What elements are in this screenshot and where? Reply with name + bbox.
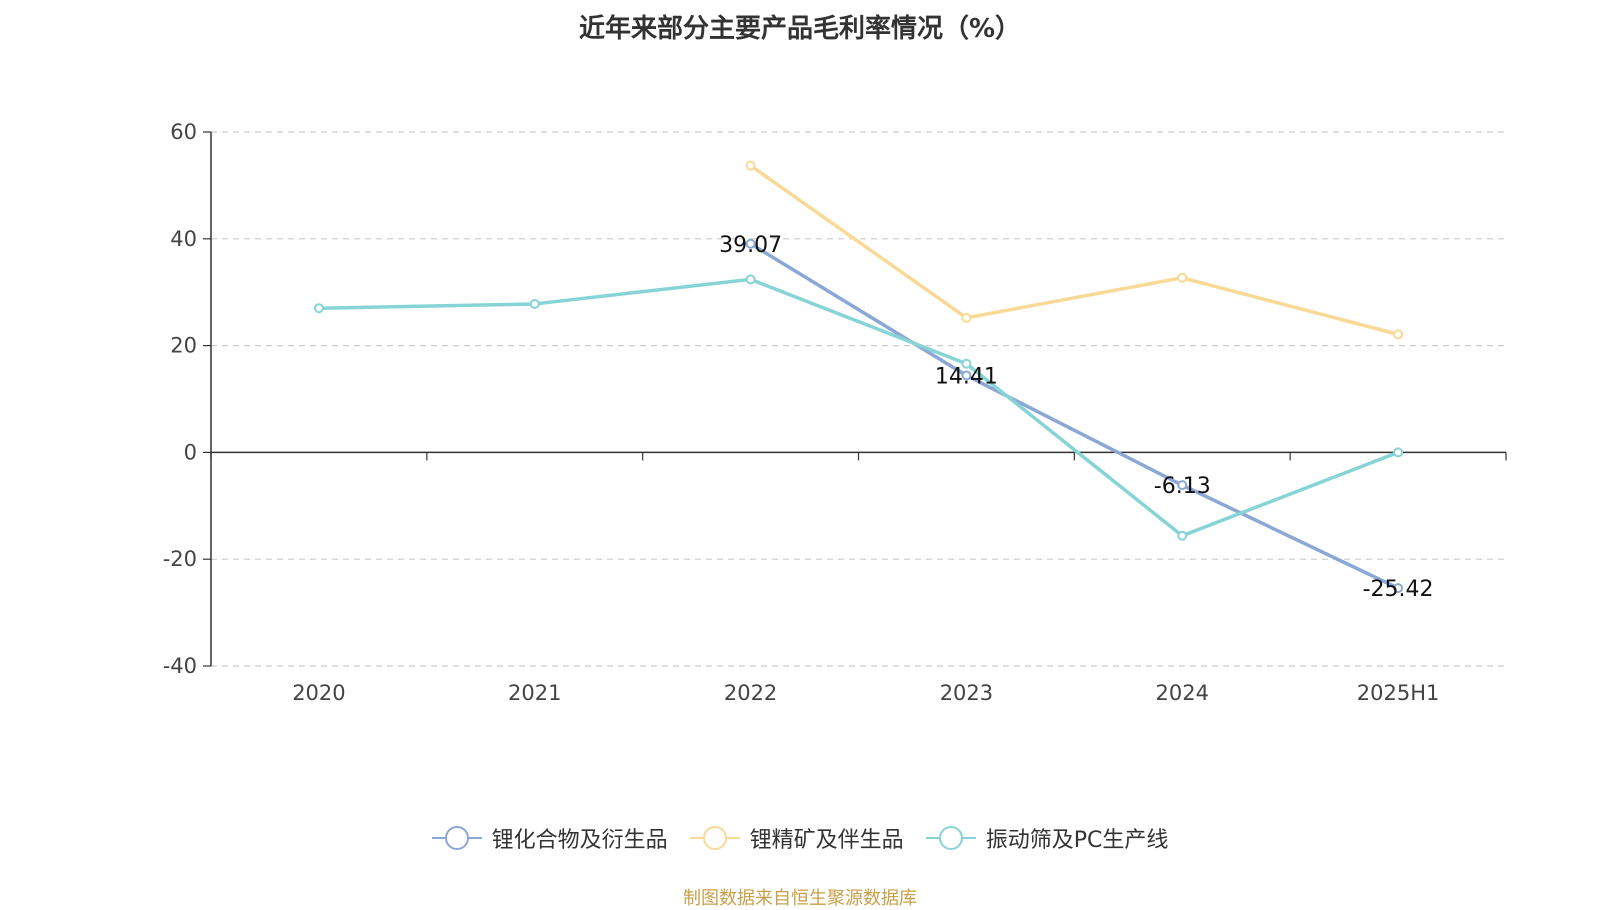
data-point [1177, 480, 1188, 491]
legend-label: 振动筛及PC生产线 [985, 828, 1169, 853]
data-point [961, 370, 972, 381]
y-tick-label: 40 [170, 227, 197, 251]
legend: 锂化合物及衍生品 锂精矿及伴生品 振动筛及PC生产线 [0, 822, 1600, 854]
legend-symbol [689, 825, 740, 851]
x-tick-label: 2025H1 [1357, 681, 1440, 705]
legend-item-vibrating-screen[interactable]: 振动筛及PC生产线 [925, 822, 1169, 854]
data-labels: 39.07 14.41 -6.13 -25.42 [719, 233, 1433, 602]
legend-symbol [925, 825, 976, 851]
source-note: 制图数据来自恒生聚源数据库 [683, 888, 917, 909]
data-label: -25.42 [1363, 577, 1434, 602]
x-tick-label: 2020 [292, 681, 345, 705]
data-label: 14.41 [935, 364, 998, 389]
series-line-0 [749, 242, 1399, 590]
series-line-1 [749, 164, 1399, 337]
legend-circle-icon [444, 826, 469, 850]
legend-circle-icon [702, 826, 727, 850]
data-point [745, 160, 756, 171]
chart-title: 近年来部分主要产品毛利率情况（%） [578, 14, 1022, 44]
data-label: 39.07 [719, 233, 782, 258]
legend-item-lithium-concentrate[interactable]: 锂精矿及伴生品 [689, 822, 904, 854]
axes: -40 -20 0 20 40 60 2020 2021 2022 2023 2024 2025H1 [163, 120, 1507, 705]
data-label: -6.13 [1154, 474, 1211, 499]
y-tick-label: -40 [163, 654, 197, 678]
data-point [1393, 329, 1404, 340]
data-point [1393, 583, 1404, 594]
data-point [961, 312, 972, 323]
legend-circle-icon [938, 826, 963, 850]
data-point [1177, 272, 1188, 283]
legend-label: 锂化合物及衍生品 [491, 828, 668, 853]
x-tick-label: 2024 [1156, 681, 1209, 705]
x-tick-label: 2022 [724, 681, 777, 705]
grid-lines [211, 131, 1506, 667]
x-tick-label: 2021 [508, 681, 561, 705]
y-tick-label: 20 [170, 334, 197, 358]
data-point [313, 303, 324, 314]
data-point [961, 358, 972, 369]
y-tick-label: -20 [163, 547, 197, 571]
data-point [529, 298, 540, 309]
data-point [1177, 530, 1188, 541]
legend-symbol [431, 825, 482, 851]
series-line-2 [318, 277, 1399, 538]
series-lines [313, 160, 1404, 594]
y-tick-label: 60 [170, 120, 197, 144]
y-tick-label: 0 [184, 440, 197, 464]
legend-label: 锂精矿及伴生品 [749, 828, 904, 853]
legend-item-lithium-compounds[interactable]: 锂化合物及衍生品 [431, 822, 668, 854]
data-point [745, 238, 756, 249]
data-point [745, 274, 756, 285]
x-tick-label: 2023 [940, 681, 993, 705]
data-point [1393, 447, 1404, 458]
